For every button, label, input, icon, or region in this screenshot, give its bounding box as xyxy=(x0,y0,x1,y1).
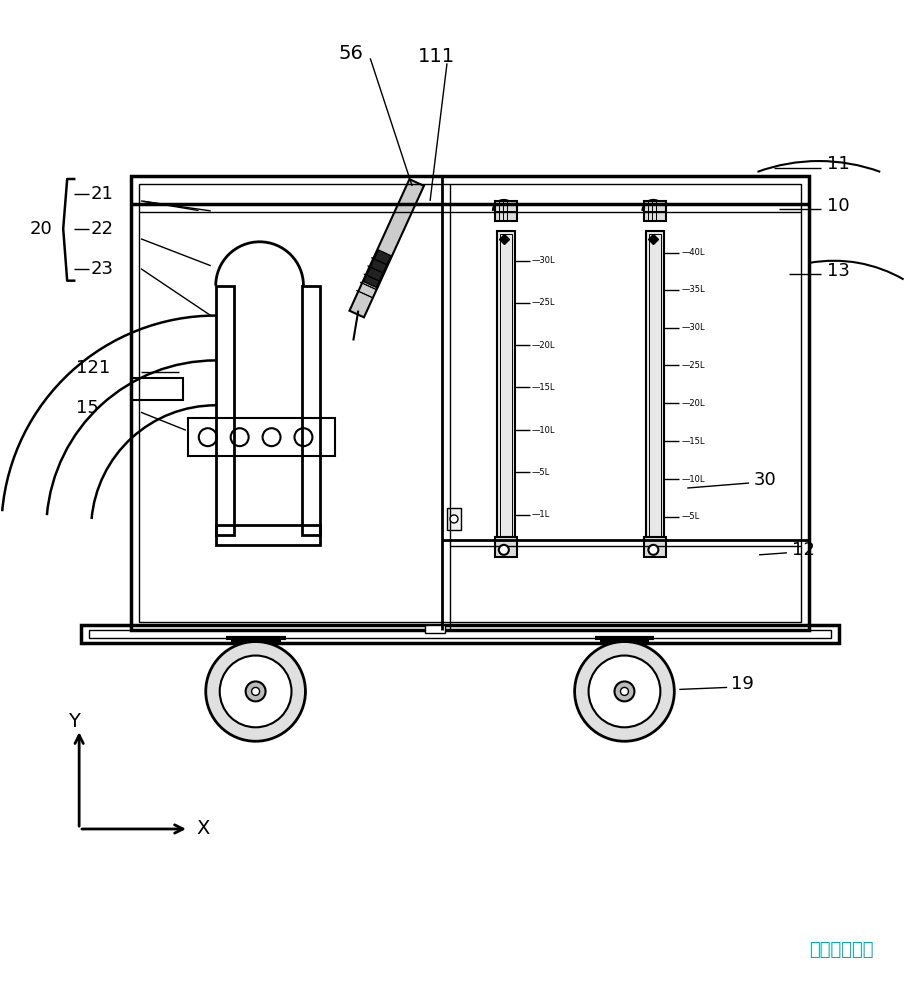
Text: 30: 30 xyxy=(754,471,776,489)
Bar xyxy=(644,537,666,557)
Circle shape xyxy=(450,515,458,523)
Text: —25L: —25L xyxy=(681,361,705,370)
Text: —40L: —40L xyxy=(681,248,705,257)
Text: 21: 21 xyxy=(91,185,114,203)
Text: —20L: —20L xyxy=(532,341,556,350)
Bar xyxy=(131,176,809,630)
Bar xyxy=(425,625,445,633)
Circle shape xyxy=(205,642,306,741)
Text: 10: 10 xyxy=(827,197,850,215)
Text: —10L: —10L xyxy=(532,426,556,435)
Text: —20L: —20L xyxy=(681,399,705,408)
Text: 56: 56 xyxy=(338,44,363,63)
Bar xyxy=(215,525,320,545)
Text: X: X xyxy=(196,819,210,838)
Text: 20: 20 xyxy=(29,220,52,238)
Text: 22: 22 xyxy=(91,220,114,238)
Text: —30L: —30L xyxy=(681,323,705,332)
FancyArrow shape xyxy=(371,258,388,265)
Circle shape xyxy=(621,687,628,695)
Bar xyxy=(447,508,461,530)
Bar xyxy=(131,378,183,400)
Bar xyxy=(89,630,831,638)
Text: —5L: —5L xyxy=(532,468,550,477)
Text: —25L: —25L xyxy=(532,298,556,307)
Circle shape xyxy=(648,545,658,555)
FancyArrow shape xyxy=(367,266,384,274)
Text: —5L: —5L xyxy=(681,512,700,521)
Bar xyxy=(81,625,839,643)
Text: Y: Y xyxy=(68,712,81,731)
Bar xyxy=(500,234,512,542)
Text: —35L: —35L xyxy=(681,285,705,294)
Bar xyxy=(644,201,666,221)
Bar xyxy=(495,201,517,221)
Text: 13: 13 xyxy=(827,262,850,280)
Bar xyxy=(349,179,424,317)
Text: 彩虹网址导航: 彩虹网址导航 xyxy=(809,941,873,959)
Text: 15: 15 xyxy=(76,399,99,417)
FancyArrow shape xyxy=(364,274,380,282)
Bar xyxy=(139,184,801,622)
Circle shape xyxy=(245,681,265,701)
Text: 19: 19 xyxy=(731,675,754,693)
Text: —30L: —30L xyxy=(532,256,556,265)
Text: 121: 121 xyxy=(76,359,110,377)
Bar xyxy=(302,286,320,535)
Circle shape xyxy=(588,656,661,727)
Bar xyxy=(495,537,517,557)
Text: 23: 23 xyxy=(91,260,114,278)
Bar xyxy=(497,231,515,545)
Text: 12: 12 xyxy=(792,541,814,559)
Text: —10L: —10L xyxy=(681,475,705,484)
FancyArrow shape xyxy=(357,290,373,298)
Bar xyxy=(364,250,391,287)
Text: 111: 111 xyxy=(418,47,455,66)
Text: —1L: —1L xyxy=(532,510,550,519)
FancyArrow shape xyxy=(360,282,376,290)
Bar xyxy=(650,234,662,542)
Bar xyxy=(646,231,664,545)
Text: 11: 11 xyxy=(827,155,850,173)
Text: —15L: —15L xyxy=(681,437,705,446)
Circle shape xyxy=(575,642,674,741)
Bar xyxy=(215,286,233,535)
Circle shape xyxy=(220,656,291,727)
Circle shape xyxy=(614,681,634,701)
Circle shape xyxy=(252,687,260,695)
Bar xyxy=(188,418,336,456)
Text: —15L: —15L xyxy=(532,383,556,392)
Circle shape xyxy=(499,545,509,555)
